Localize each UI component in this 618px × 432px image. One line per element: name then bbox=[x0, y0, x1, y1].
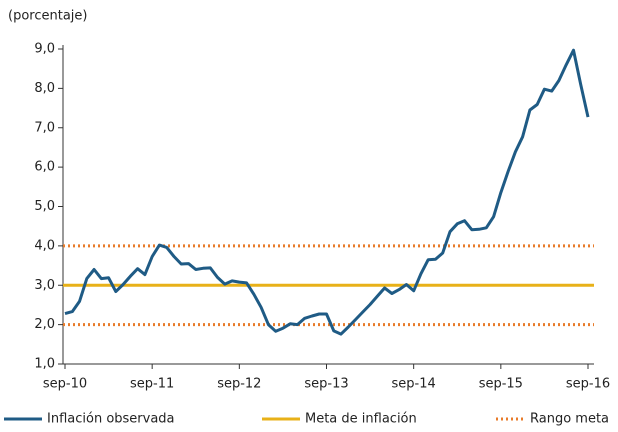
y-tick-label: 1,0 bbox=[34, 357, 55, 372]
x-tick-label: sep-12 bbox=[217, 377, 261, 392]
y-tick-label: 7,0 bbox=[34, 120, 55, 135]
y-tick-label: 6,0 bbox=[34, 160, 55, 175]
x-tick-label: sep-13 bbox=[304, 377, 348, 392]
y-tick-label: 5,0 bbox=[34, 199, 55, 214]
legend-label: Meta de inflación bbox=[305, 412, 417, 427]
y-tick-label: 9,0 bbox=[34, 42, 55, 57]
series-line bbox=[64, 48, 590, 336]
y-tick-label: 3,0 bbox=[34, 278, 55, 293]
y-axis-label: (porcentaje) bbox=[8, 9, 87, 24]
legend-label: Rango meta bbox=[530, 412, 609, 427]
x-tick-label: sep-11 bbox=[130, 377, 174, 392]
x-tick-label: sep-15 bbox=[479, 377, 523, 392]
x-tick-label: sep-14 bbox=[392, 377, 436, 392]
legend-label: Inflación observada bbox=[47, 412, 175, 427]
y-tick-label: 4,0 bbox=[34, 238, 55, 253]
y-tick-label: 8,0 bbox=[34, 81, 55, 96]
y-tick-label: 2,0 bbox=[34, 317, 55, 332]
x-tick-label: sep-10 bbox=[43, 377, 87, 392]
x-tick-label: sep-16 bbox=[566, 377, 610, 392]
